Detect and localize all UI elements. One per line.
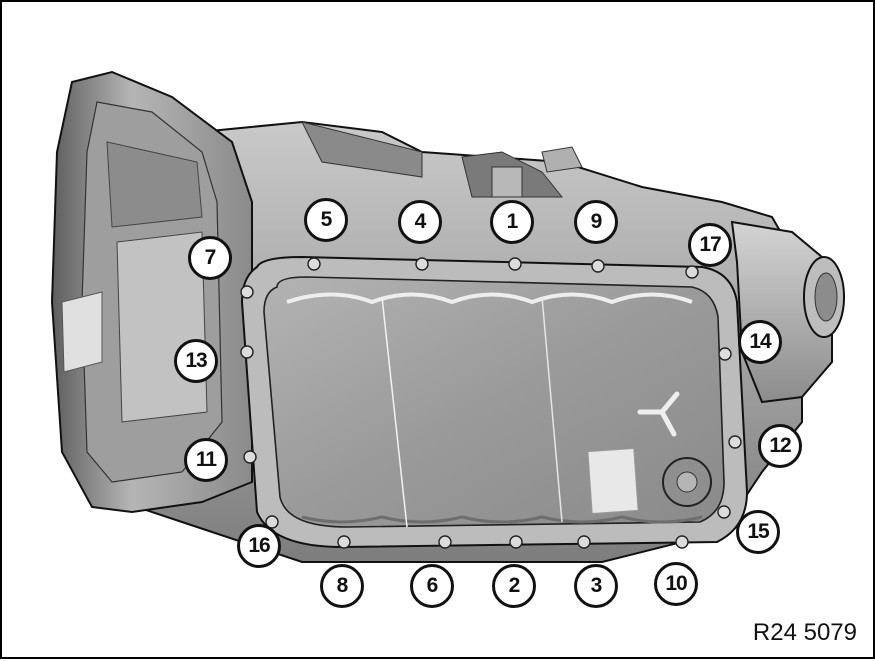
callout-13: 13	[174, 339, 218, 383]
callout-10: 10	[654, 562, 698, 606]
callout-3: 3	[574, 564, 618, 608]
callout-14: 14	[738, 320, 782, 364]
pan-bolt-heads	[240, 257, 742, 549]
callout-2: 2	[492, 564, 536, 608]
callout-8: 8	[320, 564, 364, 608]
reference-code: R24 5079	[752, 619, 857, 646]
pan-emboss-mark	[637, 391, 680, 437]
callout-4: 4	[398, 200, 442, 244]
callout-17: 17	[688, 223, 732, 267]
callout-12: 12	[758, 424, 802, 468]
callout-5: 5	[304, 198, 348, 242]
label-plate	[587, 447, 639, 515]
oil-pan	[263, 276, 725, 528]
callout-16: 16	[237, 524, 281, 568]
callout-11: 11	[184, 438, 228, 482]
callout-15: 15	[736, 510, 780, 554]
callout-7: 7	[188, 236, 232, 280]
callout-1: 1	[490, 200, 534, 244]
callout-9: 9	[574, 200, 618, 244]
callout-6: 6	[410, 564, 454, 608]
